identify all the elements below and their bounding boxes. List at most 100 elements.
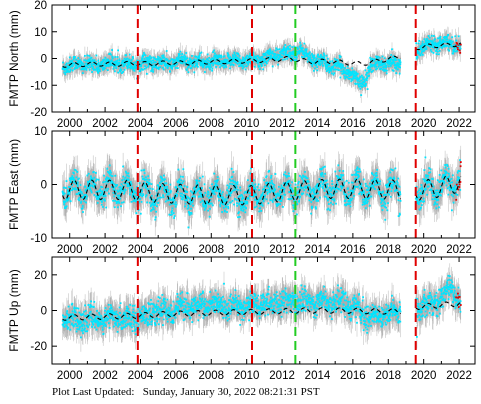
data-point bbox=[166, 320, 169, 323]
data-point bbox=[240, 202, 243, 204]
data-point bbox=[312, 194, 314, 197]
data-point bbox=[290, 194, 292, 197]
data-point bbox=[233, 301, 236, 304]
data-point bbox=[242, 305, 244, 308]
data-point bbox=[458, 49, 461, 52]
data-point bbox=[73, 181, 75, 184]
data-point bbox=[133, 321, 136, 324]
data-point bbox=[104, 180, 107, 183]
data-point bbox=[172, 321, 175, 324]
data-point bbox=[248, 54, 251, 57]
data-point bbox=[308, 297, 311, 300]
data-point bbox=[167, 306, 170, 309]
data-point bbox=[91, 67, 94, 70]
data-point bbox=[139, 316, 142, 319]
data-point bbox=[152, 69, 154, 71]
data-point bbox=[243, 205, 246, 208]
data-point bbox=[88, 312, 91, 314]
data-point bbox=[367, 187, 370, 189]
data-point bbox=[239, 60, 242, 62]
data-point bbox=[190, 58, 192, 61]
data-point bbox=[226, 189, 229, 191]
data-point bbox=[429, 171, 432, 174]
data-point bbox=[297, 307, 299, 310]
data-point bbox=[236, 308, 239, 310]
data-point bbox=[315, 192, 318, 195]
data-point bbox=[142, 316, 145, 319]
data-point bbox=[179, 192, 182, 195]
data-point bbox=[269, 301, 272, 304]
data-point bbox=[133, 69, 136, 72]
data-point bbox=[85, 68, 87, 70]
data-point bbox=[220, 54, 223, 57]
data-point bbox=[254, 56, 257, 59]
data-point bbox=[355, 173, 358, 176]
data-point bbox=[122, 313, 125, 316]
data-point bbox=[343, 75, 346, 78]
data-point bbox=[440, 41, 442, 43]
data-point bbox=[187, 196, 189, 199]
data-point bbox=[262, 295, 264, 297]
data-point bbox=[235, 309, 238, 311]
data-point bbox=[272, 298, 274, 301]
data-point bbox=[292, 53, 294, 56]
data-point bbox=[198, 54, 201, 57]
data-point bbox=[147, 58, 149, 61]
data-point bbox=[371, 57, 373, 60]
data-point bbox=[374, 63, 377, 66]
data-point bbox=[151, 311, 154, 314]
data-point bbox=[219, 193, 222, 195]
data-point bbox=[435, 199, 438, 202]
data-point bbox=[106, 189, 108, 192]
data-point bbox=[74, 307, 77, 310]
data-point bbox=[193, 65, 196, 68]
data-point bbox=[104, 195, 107, 197]
data-point bbox=[206, 53, 209, 56]
data-point bbox=[432, 52, 435, 54]
data-point bbox=[157, 55, 159, 58]
data-point bbox=[252, 309, 255, 312]
data-point bbox=[83, 59, 86, 62]
data-point bbox=[204, 303, 206, 306]
data-point bbox=[64, 321, 67, 324]
data-point bbox=[166, 298, 169, 301]
data-point bbox=[298, 303, 301, 306]
data-point bbox=[428, 171, 430, 174]
data-point bbox=[396, 68, 399, 71]
data-point bbox=[207, 193, 210, 196]
data-point bbox=[207, 191, 210, 194]
data-point bbox=[260, 301, 262, 304]
data-point bbox=[234, 61, 236, 63]
data-point bbox=[382, 63, 385, 66]
data-point bbox=[79, 65, 82, 68]
data-point bbox=[439, 36, 442, 38]
data-point bbox=[439, 37, 442, 40]
data-point bbox=[162, 299, 165, 302]
data-point bbox=[70, 178, 72, 180]
data-point bbox=[361, 203, 364, 206]
data-point bbox=[201, 175, 204, 178]
data-point bbox=[121, 59, 124, 62]
data-point bbox=[212, 307, 215, 310]
data-point bbox=[253, 65, 256, 68]
data-point bbox=[189, 305, 192, 308]
data-point bbox=[164, 65, 167, 67]
data-point bbox=[165, 58, 168, 60]
data-point bbox=[77, 62, 80, 65]
data-point bbox=[212, 57, 215, 60]
data-point bbox=[284, 296, 286, 299]
data-point bbox=[333, 199, 336, 202]
data-point bbox=[318, 60, 321, 62]
data-point bbox=[219, 300, 222, 303]
data-point bbox=[280, 191, 283, 194]
data-point bbox=[456, 179, 459, 182]
data-point bbox=[149, 187, 152, 190]
data-point bbox=[333, 57, 336, 60]
data-point bbox=[248, 319, 250, 322]
data-point bbox=[368, 192, 371, 195]
data-point bbox=[335, 65, 338, 68]
data-point bbox=[221, 211, 223, 213]
data-point bbox=[431, 42, 434, 45]
data-point bbox=[133, 63, 136, 66]
data-point bbox=[187, 61, 189, 64]
